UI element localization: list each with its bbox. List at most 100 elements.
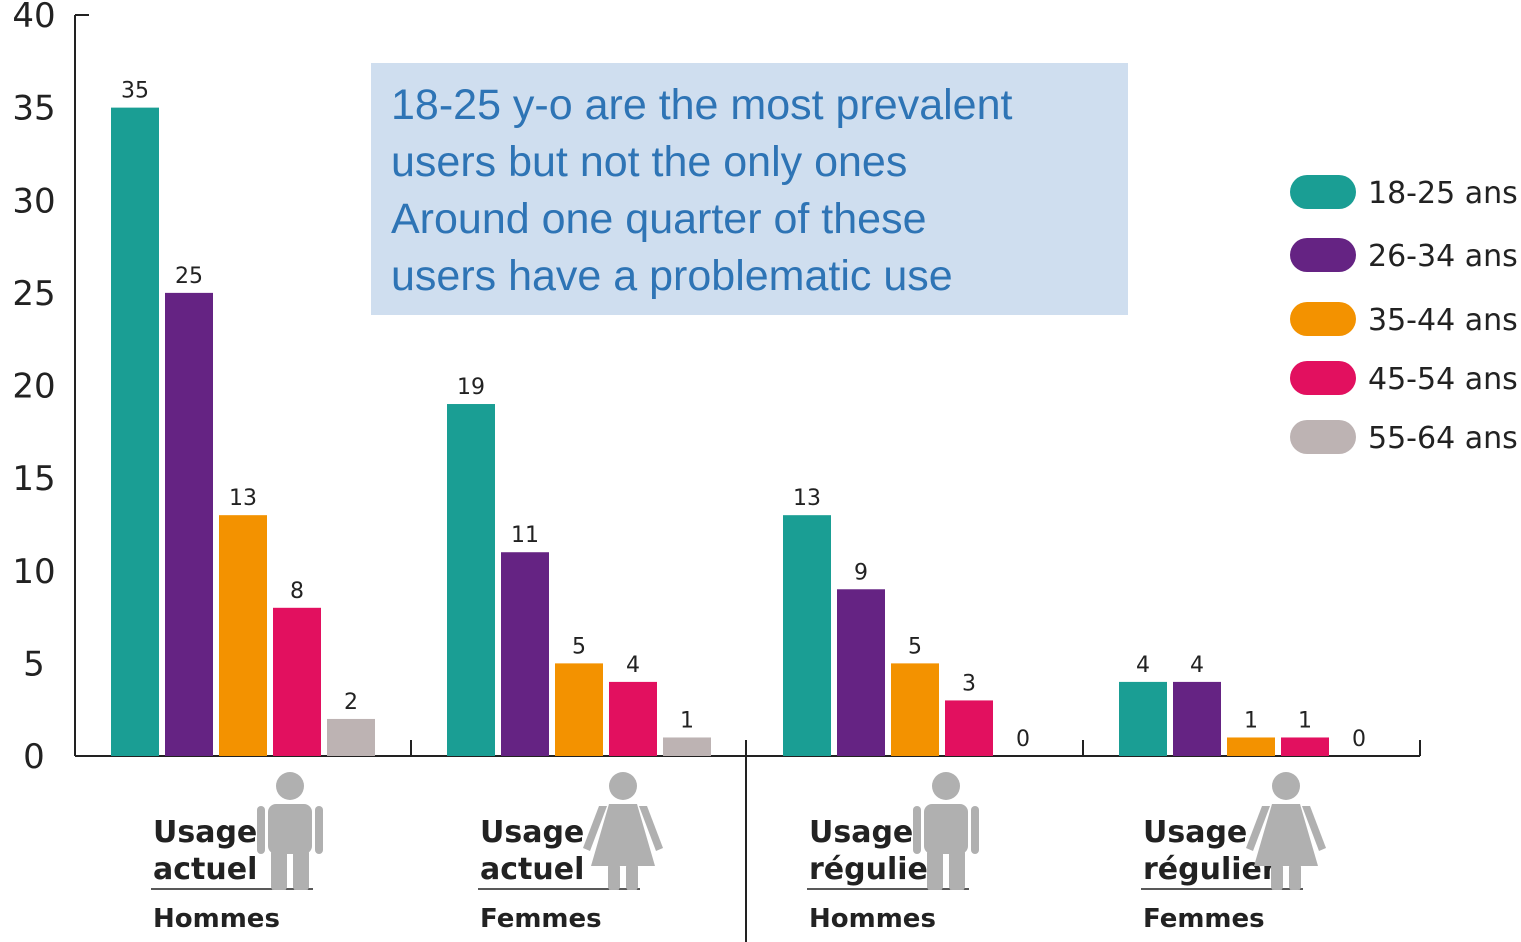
- data-label: 25: [175, 264, 203, 289]
- legend-label: 26-34 ans: [1368, 239, 1518, 274]
- chart-bars: [111, 107, 1329, 756]
- bar: [1119, 681, 1167, 756]
- woman-icon-left-leg: [1271, 864, 1283, 890]
- annotation-line: users have a problematic use: [391, 252, 953, 300]
- legend-label: 18-25 ans: [1368, 176, 1518, 211]
- annotation-line: users but not the only ones: [391, 138, 908, 186]
- data-label: 1: [680, 708, 694, 733]
- woman-icon: [583, 772, 663, 890]
- category-label-line: Usage: [480, 815, 584, 850]
- category-labels: UsageactuelHommesUsageactuelFemmesUsager…: [151, 772, 1326, 934]
- y-tick-label: 20: [12, 367, 55, 407]
- data-label: 0: [1016, 727, 1030, 752]
- data-label: 9: [854, 560, 868, 585]
- legend-swatch: [1290, 238, 1356, 272]
- man-icon-left-leg: [271, 850, 287, 890]
- woman-icon: [1246, 772, 1326, 890]
- man-icon-right-arm: [971, 806, 979, 854]
- annotation-line: 18-25 y-o are the most prevalent: [391, 81, 1013, 129]
- bar: [783, 515, 831, 756]
- man-icon-left-arm: [913, 806, 921, 854]
- annotation-line: Around one quarter of these: [391, 195, 927, 243]
- legend-label: 55-64 ans: [1368, 421, 1518, 456]
- data-label: 4: [1190, 653, 1204, 678]
- y-tick-label: 40: [12, 0, 55, 36]
- y-axis-ticks: 0 5 10 15 20 25 30 35 40: [12, 0, 55, 777]
- man-icon-right-leg: [293, 850, 309, 890]
- legend-label: 45-54 ans: [1368, 362, 1518, 397]
- woman-icon-right-arm: [1302, 806, 1326, 851]
- woman-icon-head: [609, 772, 637, 800]
- bar: [1227, 737, 1275, 756]
- bar: [111, 107, 159, 756]
- data-label: 35: [121, 79, 149, 104]
- man-icon-head: [932, 772, 960, 800]
- y-tick-label: 10: [12, 552, 55, 592]
- y-tick-label: 5: [23, 644, 45, 684]
- gender-label: Hommes: [153, 904, 280, 934]
- bar: [447, 404, 495, 756]
- data-label: 5: [908, 634, 922, 659]
- man-icon-head: [276, 772, 304, 800]
- y-tick-label: 30: [12, 181, 55, 221]
- bar: [555, 663, 603, 756]
- bar: [891, 663, 939, 756]
- chart-legend: 18-25 ans 26-34 ans 35-44 ans 45-54 ans 55-6…: [1290, 175, 1518, 456]
- bar: [1173, 681, 1221, 756]
- y-tick-label: 25: [12, 274, 55, 314]
- woman-icon-left-arm: [1246, 806, 1270, 851]
- data-label: 4: [1136, 653, 1150, 678]
- gender-label: Femmes: [1143, 904, 1265, 934]
- data-label: 4: [626, 653, 640, 678]
- category-label-line: Usage: [1143, 815, 1247, 850]
- bar: [609, 681, 657, 756]
- data-label: 1: [1298, 708, 1312, 733]
- gender-label: Hommes: [809, 904, 936, 934]
- woman-icon-dress: [591, 804, 655, 866]
- man-icon-torso: [268, 804, 312, 854]
- y-tick-label: 0: [23, 737, 45, 777]
- woman-icon-left-leg: [608, 864, 620, 890]
- data-label: 13: [793, 486, 821, 511]
- woman-icon-right-leg: [626, 864, 638, 890]
- woman-icon-left-arm: [583, 806, 607, 851]
- woman-icon-head: [1272, 772, 1300, 800]
- category-label-line: Usage: [809, 815, 913, 850]
- data-label: 3: [962, 671, 976, 696]
- bar: [219, 515, 267, 756]
- woman-icon-right-leg: [1289, 864, 1301, 890]
- y-tick-label: 35: [12, 89, 55, 129]
- data-label: 0: [1352, 727, 1366, 752]
- man-icon: [913, 772, 979, 890]
- category-label-line: actuel: [153, 852, 257, 887]
- legend-swatch: [1290, 361, 1356, 395]
- data-label: 5: [572, 634, 586, 659]
- category-label-line: actuel: [480, 852, 584, 887]
- annotation-box: 18-25 y-o are the most prevalent users b…: [371, 63, 1128, 315]
- legend-swatch: [1290, 302, 1356, 336]
- bar: [501, 552, 549, 756]
- gender-label: Femmes: [480, 904, 602, 934]
- bar: [273, 607, 321, 756]
- data-label: 11: [511, 523, 539, 548]
- bar: [663, 737, 711, 756]
- bar: [165, 292, 213, 756]
- man-icon-left-leg: [927, 850, 943, 890]
- data-label: 1: [1244, 708, 1258, 733]
- legend-swatch: [1290, 175, 1356, 209]
- man-icon: [257, 772, 323, 890]
- man-icon-right-arm: [315, 806, 323, 854]
- data-label: 8: [290, 579, 304, 604]
- category-label-line: régulier: [809, 852, 943, 887]
- legend-swatch: [1290, 420, 1356, 454]
- woman-icon-dress: [1254, 804, 1318, 866]
- bar: [327, 718, 375, 756]
- data-labels: 35 19 13 4 25 11 9 4 13 5 5 1 8 4 3 1 2 1 0 0: [121, 79, 1366, 752]
- woman-icon-right-arm: [639, 806, 663, 851]
- bar: [837, 589, 885, 756]
- category-label-line: régulier: [1143, 852, 1277, 887]
- data-label: 2: [344, 690, 358, 715]
- man-icon-right-leg: [949, 850, 965, 890]
- data-label: 19: [457, 375, 485, 400]
